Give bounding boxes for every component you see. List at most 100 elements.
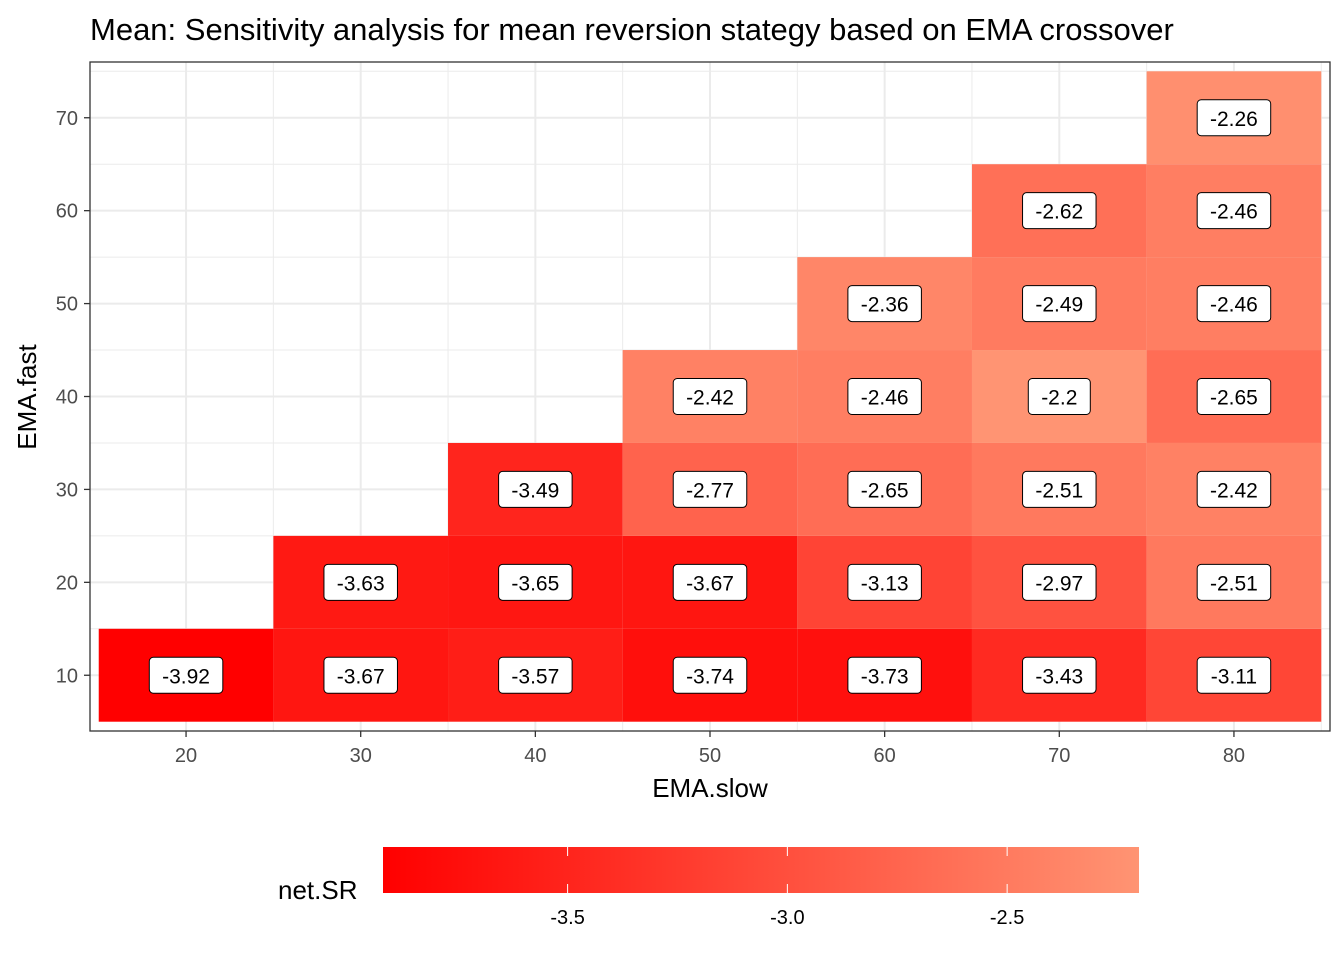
cell-label: -3.13 xyxy=(847,563,922,601)
cell-value-text: -3.73 xyxy=(861,665,909,688)
cell-label: -2.51 xyxy=(1196,563,1272,601)
y-tick-label: 30 xyxy=(56,479,78,501)
cell-value-text: -3.67 xyxy=(337,665,385,688)
y-tick-label: 50 xyxy=(56,294,78,316)
cell-label: -3.43 xyxy=(1022,656,1097,694)
cell-label-box xyxy=(498,470,573,508)
cell-label-box xyxy=(672,470,748,508)
cell-label: -3.65 xyxy=(498,563,573,601)
cell-value-labels: -3.92 -3.67 -3.57 -3.74 -3.73 -3.43 -3.11 -3.63… xyxy=(148,99,1272,694)
cell-value-text: -2.46 xyxy=(861,387,909,410)
cell-label-box xyxy=(148,656,224,694)
cell-label: -3.73 xyxy=(847,656,922,694)
cell-label: -2.36 xyxy=(847,285,922,323)
cell-label-box xyxy=(847,470,922,508)
cell-label: -2.65 xyxy=(847,470,922,508)
y-tick-label: 70 xyxy=(56,108,78,130)
cell-value-text: -3.74 xyxy=(686,665,734,688)
legend-tick-label: -3.5 xyxy=(550,907,584,929)
cell-value-text: -3.11 xyxy=(1211,665,1257,688)
y-tick-label: 20 xyxy=(56,572,78,594)
cell-label: -2.46 xyxy=(1196,192,1272,230)
cell-label-box xyxy=(1196,285,1272,323)
y-tick-label: 40 xyxy=(56,387,78,409)
cell-label-box xyxy=(847,563,922,601)
cell-label-box xyxy=(498,656,573,694)
color-legend: net.SR -3.5 -3.0 -2.5 xyxy=(278,847,1139,929)
cell-value-text: -2.65 xyxy=(861,479,909,502)
cell-value-text: -2.36 xyxy=(861,294,909,317)
cell-value-text: -2.65 xyxy=(1210,387,1258,410)
chart-title: Mean: Sensitivity analysis for mean reve… xyxy=(90,12,1174,47)
cell-label: -2.46 xyxy=(1196,285,1272,323)
legend-tick-label: -2.5 xyxy=(990,907,1024,929)
cell-label: -2.26 xyxy=(1196,99,1272,137)
cell-label-box xyxy=(672,563,748,601)
cell-label-box xyxy=(1196,470,1272,508)
y-axis: 10 20 30 40 50 60 70 xyxy=(56,108,90,687)
cell-value-text: -2.2 xyxy=(1041,387,1077,410)
cell-value-text: -2.51 xyxy=(1210,572,1258,595)
cell-value-text: -3.49 xyxy=(511,479,559,502)
cell-label: -3.11 xyxy=(1196,656,1272,694)
cell-label: -3.63 xyxy=(323,563,398,601)
cell-value-text: -2.62 xyxy=(1035,201,1083,224)
x-tick-label: 60 xyxy=(874,745,896,767)
y-axis-title: EMA.fast xyxy=(12,343,42,449)
cell-label-box xyxy=(1022,656,1097,694)
x-tick-label: 80 xyxy=(1223,745,1245,767)
cell-label-box xyxy=(1196,192,1272,230)
cell-label-box xyxy=(672,378,748,415)
x-tick-label: 70 xyxy=(1048,745,1070,767)
cell-label-box xyxy=(498,563,573,601)
x-tick-label: 50 xyxy=(699,745,721,767)
cell-label-box xyxy=(1022,470,1097,508)
cell-label: -2.49 xyxy=(1022,285,1097,323)
x-tick-label: 20 xyxy=(175,745,197,767)
cell-label-box xyxy=(323,656,398,694)
legend-tick-label: -3.0 xyxy=(770,907,804,929)
cell-label: -3.74 xyxy=(672,656,748,694)
cell-value-text: -3.63 xyxy=(337,572,385,595)
cell-label: -2.77 xyxy=(672,470,748,508)
y-tick-label: 60 xyxy=(56,201,78,223)
cell-label: -3.67 xyxy=(323,656,398,694)
legend-title: net.SR xyxy=(278,875,358,905)
cell-label: -2.46 xyxy=(847,378,922,415)
cell-value-text: -3.65 xyxy=(511,572,559,595)
cell-label: -2.62 xyxy=(1022,192,1097,230)
x-axis: 20 30 40 50 60 70 80 xyxy=(175,731,1245,767)
cell-value-text: -3.13 xyxy=(861,572,909,595)
cell-label: -3.57 xyxy=(498,656,573,694)
cell-value-text: -2.42 xyxy=(686,387,734,410)
cell-label: -2.97 xyxy=(1022,563,1097,601)
cell-value-text: -3.92 xyxy=(162,665,210,688)
cell-label: -3.92 xyxy=(148,656,224,694)
cell-label: -2.42 xyxy=(672,378,748,415)
cell-label: -2.42 xyxy=(1196,470,1272,508)
x-axis-title: EMA.slow xyxy=(652,773,768,803)
x-tick-label: 40 xyxy=(524,745,546,767)
cell-label: -2.51 xyxy=(1022,470,1097,508)
cell-value-text: -2.26 xyxy=(1210,108,1258,131)
cell-label-box xyxy=(1022,285,1097,323)
cell-label-box xyxy=(1022,563,1097,601)
cell-label-box xyxy=(1196,378,1272,415)
cell-label: -2.2 xyxy=(1027,378,1091,415)
cell-label-box xyxy=(323,563,398,601)
cell-label-box xyxy=(1196,656,1272,694)
cell-value-text: -2.77 xyxy=(686,479,734,502)
cell-value-text: -2.46 xyxy=(1210,201,1258,224)
cell-value-text: -3.57 xyxy=(511,665,559,688)
cell-label-box xyxy=(1196,563,1272,601)
cell-value-text: -2.49 xyxy=(1035,294,1083,317)
cell-label-box xyxy=(1027,378,1091,415)
plot-panel: -3.92 -3.67 -3.57 -3.74 -3.73 -3.43 -3.11 -3.63… xyxy=(89,61,1331,732)
cell-value-text: -2.97 xyxy=(1035,572,1083,595)
y-tick-label: 10 xyxy=(56,665,78,687)
cell-value-text: -2.42 xyxy=(1210,479,1258,502)
cell-value-text: -3.67 xyxy=(686,572,734,595)
cell-label-box xyxy=(1022,192,1097,230)
legend-colorbar xyxy=(383,847,1139,893)
